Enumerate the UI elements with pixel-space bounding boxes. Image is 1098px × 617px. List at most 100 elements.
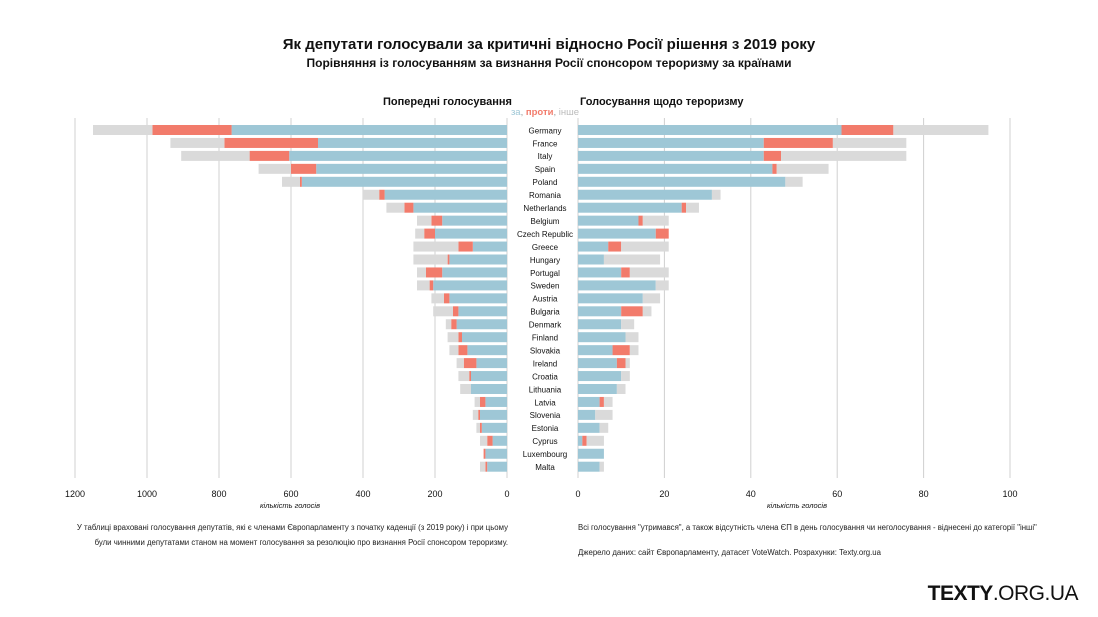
right-bar-segment <box>621 306 643 317</box>
left-bar-segment <box>93 125 153 135</box>
left-bar-segment <box>474 396 480 407</box>
country-label: Austria <box>533 295 558 304</box>
right-axis-label: кількість голосів <box>767 501 827 510</box>
right-bar-segment <box>578 280 656 291</box>
left-bar-segment <box>456 319 507 330</box>
right-bar-segment <box>642 306 652 317</box>
left-bar-segment <box>447 254 450 265</box>
right-bar-segment <box>841 125 894 135</box>
chart-title: Як депутати голосували за критичні відно… <box>282 36 816 53</box>
left-bar-segment <box>231 125 507 135</box>
left-bar-segment <box>469 371 471 382</box>
left-bar-segment <box>492 435 507 446</box>
right-bar-segment <box>578 228 656 239</box>
right-bar-segment <box>625 332 639 343</box>
right-bar-segment <box>578 358 617 369</box>
left-bar-segment <box>417 280 430 291</box>
right-bar-segment <box>578 150 764 161</box>
right-bar-segment <box>578 267 622 278</box>
right-bar-segment <box>578 215 639 226</box>
legend-sep-2: , <box>553 107 559 118</box>
right-bar-segment <box>578 125 842 135</box>
left-bar-segment <box>417 267 426 278</box>
note-source: Джерело даних: сайт Європарламенту, дата… <box>578 548 881 557</box>
right-tick-label: 60 <box>832 489 842 499</box>
left-bar-segment <box>384 189 507 200</box>
right-bar-segment <box>578 319 622 330</box>
right-bar-segment <box>711 189 721 200</box>
left-bar-segment <box>472 409 479 420</box>
left-bar-segment <box>433 306 453 317</box>
right-bar-segment <box>893 125 989 135</box>
left-bar-segment <box>249 150 290 161</box>
left-bar-segment <box>478 409 480 420</box>
country-label: France <box>533 139 558 148</box>
right-bar-segment <box>655 228 669 239</box>
left-bar-segment <box>415 228 425 239</box>
country-label: Netherlands <box>523 204 566 213</box>
right-bar-segment <box>599 461 604 472</box>
chart-subtitle: Порівняння із голосуванням за визнання Р… <box>306 56 792 70</box>
legend: за, проти, інше <box>440 107 650 118</box>
right-bar-segment <box>603 254 661 265</box>
country-label: Estonia <box>532 424 559 433</box>
left-bar-segment <box>301 176 507 187</box>
left-bar-segment <box>476 358 507 369</box>
left-bar-segment <box>480 461 486 472</box>
left-bar-segment <box>181 150 250 161</box>
left-bar-segment <box>417 215 432 226</box>
right-bar-segment <box>578 189 712 200</box>
country-label: Spain <box>535 165 555 174</box>
left-bar-segment <box>480 409 507 420</box>
country-label: Luxembourg <box>523 450 567 459</box>
right-bar-segment <box>603 396 613 407</box>
right-bar-segment <box>578 254 604 265</box>
left-bar-segment <box>487 435 493 446</box>
left-bar-segment <box>458 241 473 252</box>
right-bar-segment <box>616 358 626 369</box>
brand-logo-bold: TEXTY <box>927 582 994 605</box>
left-bar-segment <box>170 137 225 148</box>
left-bar-segment <box>431 293 444 304</box>
left-bar-segment <box>379 189 385 200</box>
right-bar-segment <box>586 435 604 446</box>
left-bar-segment <box>460 384 471 394</box>
right-bar-segment <box>621 319 635 330</box>
left-bar-segment <box>442 215 507 226</box>
right-tick-label: 40 <box>746 489 756 499</box>
right-bar-segment <box>608 241 622 252</box>
right-tick-label: 100 <box>1002 489 1017 499</box>
left-bar-segment <box>487 461 507 472</box>
left-bar-segment <box>289 150 507 161</box>
right-bar-segment <box>763 150 782 161</box>
left-tick-label: 600 <box>283 489 298 499</box>
country-label: Latvia <box>534 398 556 407</box>
left-bar-segment <box>433 280 507 291</box>
left-bar-segment <box>472 241 507 252</box>
left-bar-segment <box>458 332 462 343</box>
right-bar-segment <box>686 202 699 213</box>
right-bar-segment <box>599 422 609 433</box>
right-bar-segment <box>578 345 613 356</box>
left-bar-segment <box>485 448 507 459</box>
left-bar-segment <box>480 396 486 407</box>
right-bar-segment <box>629 267 669 278</box>
legend-for: за <box>510 107 521 118</box>
note-right-1: Всі голосування "утримався", а також від… <box>578 523 1037 532</box>
left-bar-segment <box>413 254 448 265</box>
right-bar-segment <box>629 345 639 356</box>
right-bar-segment <box>578 371 622 382</box>
country-label: Romania <box>529 191 562 200</box>
left-bar-segment <box>471 384 507 394</box>
left-bar-segment <box>480 435 488 446</box>
left-bar-segment <box>485 461 488 472</box>
left-bar-segment <box>463 358 477 369</box>
right-bar-segment <box>578 332 626 343</box>
country-label: Ireland <box>533 359 557 368</box>
left-bar-segment <box>451 319 457 330</box>
country-label: Italy <box>538 152 553 161</box>
country-label: Belgium <box>531 217 560 226</box>
left-bar-segment <box>435 228 507 239</box>
right-tick-label: 20 <box>659 489 669 499</box>
